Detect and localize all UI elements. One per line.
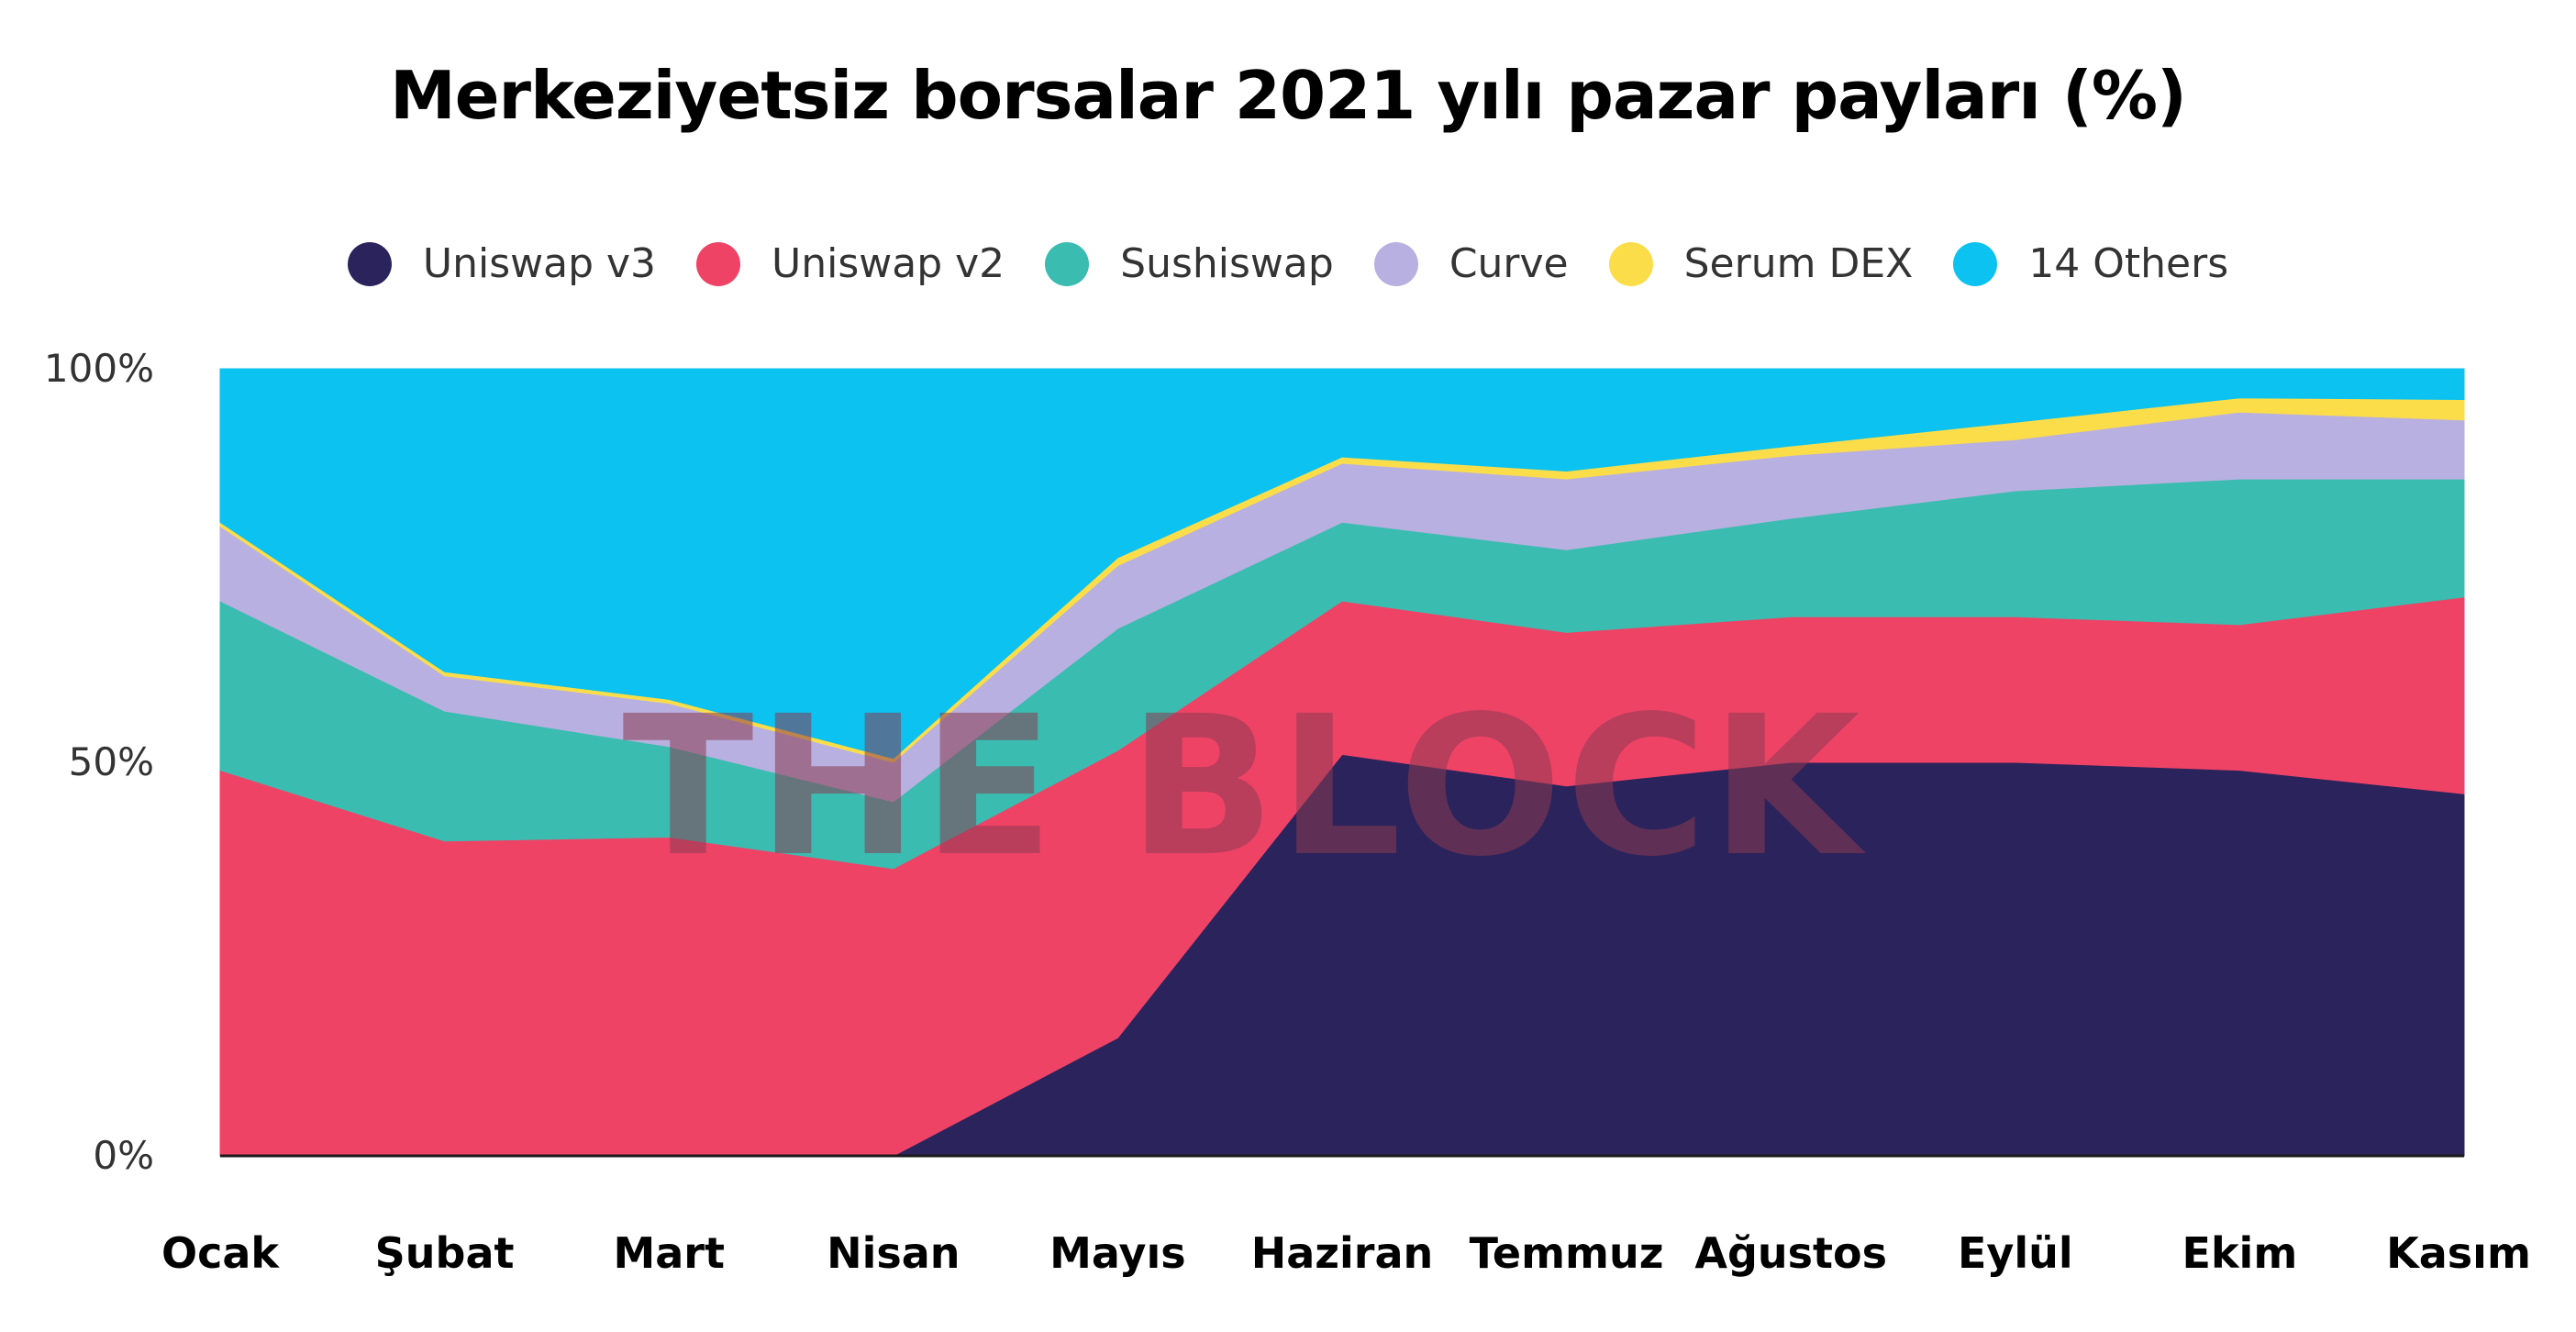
x-tick-label: Mayıs — [1049, 1228, 1186, 1278]
x-tick-label: Ocak — [161, 1228, 280, 1278]
x-axis-ticks: Ocak Şubat Mart Nisan Mayıs Haziran Temmuz Ağus… — [161, 1228, 2531, 1278]
legend-swatch-14-others — [1953, 241, 1998, 286]
legend-item-14-others[interactable]: 14 Others — [1953, 240, 2228, 287]
x-tick-label: Şubat — [375, 1228, 515, 1278]
watermark-text: THE BLOCK — [622, 674, 1867, 899]
y-tick-label: 0% — [93, 1133, 154, 1178]
areas-layer — [219, 368, 2465, 1157]
x-tick-label: Kasım — [2386, 1228, 2531, 1278]
x-tick-label: Ekim — [2182, 1228, 2298, 1278]
legend-label-uniswap-v3: Uniswap v3 — [422, 240, 657, 287]
x-tick-label: Temmuz — [1470, 1228, 1664, 1278]
legend-swatch-serum-dex — [1608, 241, 1653, 286]
x-tick-label: Haziran — [1251, 1228, 1434, 1278]
x-tick-label: Ağustos — [1694, 1228, 1887, 1278]
x-tick-label: Nisan — [827, 1228, 960, 1278]
legend-item-sushiswap[interactable]: Sushiswap — [1045, 240, 1334, 287]
x-tick-label: Eylül — [1958, 1228, 2073, 1278]
legend-label-serum-dex: Serum DEX — [1683, 240, 1914, 287]
legend-item-curve[interactable]: Curve — [1373, 240, 1569, 287]
x-tick-label: Mart — [613, 1228, 725, 1278]
chart-title: Merkeziyetsiz borsalar 2021 yılı pazar p… — [390, 57, 2187, 134]
legend-swatch-sushiswap — [1045, 241, 1090, 286]
legend-label-sushiswap: Sushiswap — [1120, 240, 1334, 287]
legend-item-uniswap-v3[interactable]: Uniswap v3 — [347, 240, 657, 287]
legend-label-14-others: 14 Others — [2028, 240, 2229, 287]
y-tick-label: 100% — [44, 346, 154, 391]
y-tick-label: 50% — [69, 739, 154, 784]
area-14-others[interactable] — [219, 368, 2465, 760]
legend-swatch-uniswap-v2 — [696, 241, 741, 286]
y-axis-ticks: 0% 50% 100% — [44, 346, 154, 1178]
legend-item-uniswap-v2[interactable]: Uniswap v2 — [696, 240, 1005, 287]
legend-swatch-curve — [1373, 241, 1418, 286]
legend-label-uniswap-v2: Uniswap v2 — [772, 240, 1005, 287]
chart-legend: Uniswap v3 Uniswap v2 Sushiswap Curve Se… — [0, 240, 2576, 287]
legend-item-serum-dex[interactable]: Serum DEX — [1608, 240, 1914, 287]
legend-label-curve: Curve — [1449, 240, 1569, 287]
legend-swatch-uniswap-v3 — [347, 241, 392, 286]
